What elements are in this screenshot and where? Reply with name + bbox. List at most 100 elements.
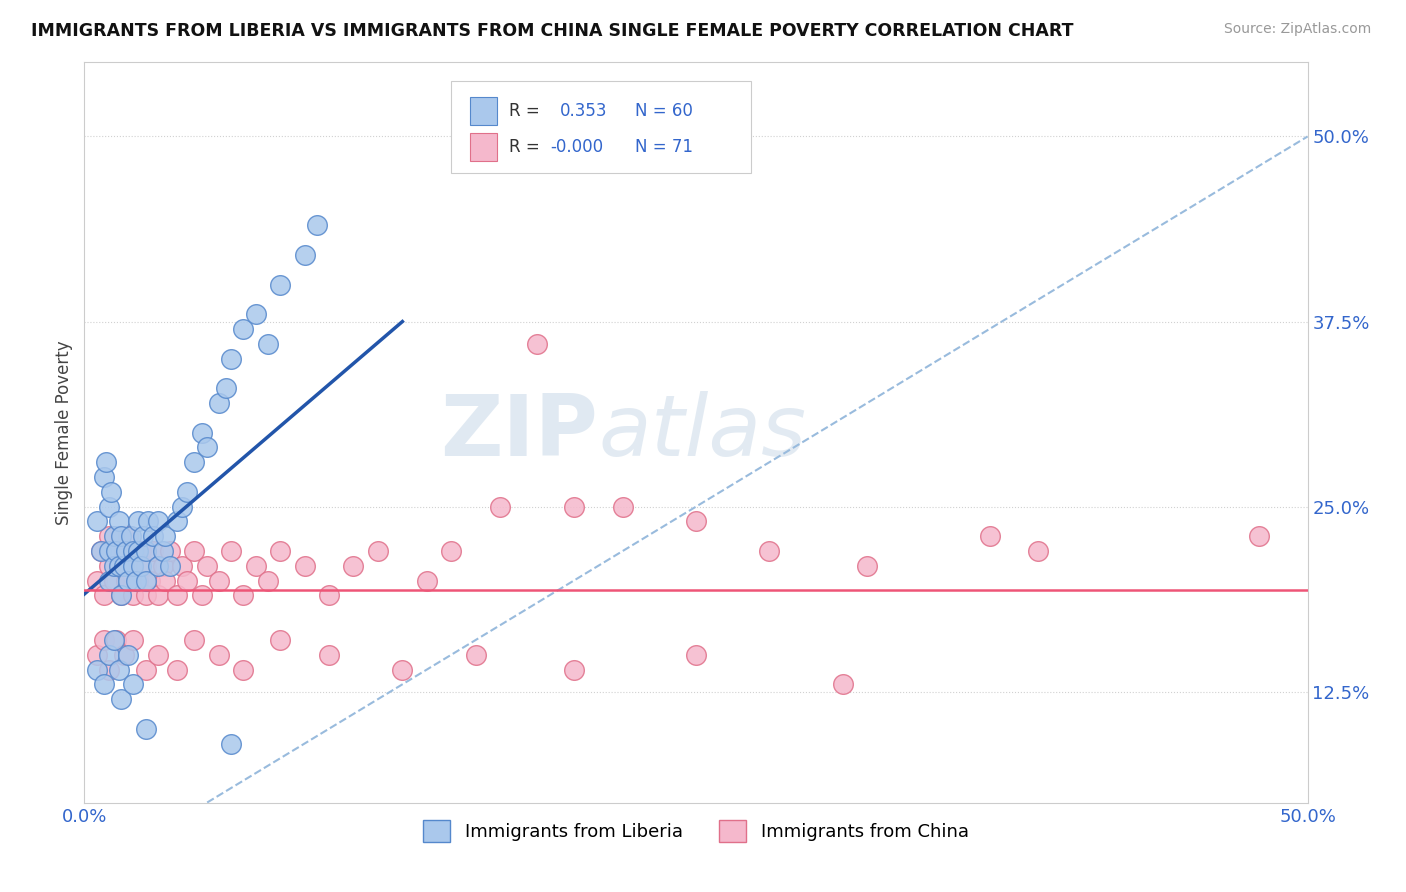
Point xyxy=(269,277,291,292)
Text: -0.000: -0.000 xyxy=(550,138,603,156)
Point xyxy=(562,500,585,514)
Point xyxy=(86,648,108,662)
Point xyxy=(97,558,120,573)
Point xyxy=(93,470,115,484)
Point xyxy=(112,544,135,558)
Point xyxy=(979,529,1001,543)
Point xyxy=(107,558,129,573)
Point xyxy=(125,574,148,588)
Point xyxy=(685,648,707,662)
Point xyxy=(342,558,364,573)
Point xyxy=(166,515,188,529)
Text: atlas: atlas xyxy=(598,391,806,475)
Point xyxy=(110,589,132,603)
Point xyxy=(97,544,120,558)
Point xyxy=(135,722,157,736)
Point xyxy=(93,632,115,647)
Point xyxy=(269,544,291,558)
FancyBboxPatch shape xyxy=(451,81,751,173)
Point xyxy=(142,544,165,558)
Point xyxy=(153,529,176,543)
Point xyxy=(107,515,129,529)
Point xyxy=(127,515,149,529)
Point xyxy=(612,500,634,514)
Point xyxy=(135,558,157,573)
Y-axis label: Single Female Poverty: Single Female Poverty xyxy=(55,341,73,524)
Text: R =: R = xyxy=(509,103,540,120)
Point xyxy=(208,648,231,662)
Point xyxy=(464,648,486,662)
Point xyxy=(152,558,174,573)
Legend: Immigrants from Liberia, Immigrants from China: Immigrants from Liberia, Immigrants from… xyxy=(416,813,976,849)
Point xyxy=(232,322,254,336)
Bar xyxy=(470,97,496,126)
Point xyxy=(110,692,132,706)
Point xyxy=(159,558,181,573)
Point xyxy=(142,529,165,543)
Text: N = 71: N = 71 xyxy=(636,138,693,156)
Point xyxy=(139,574,162,588)
Point xyxy=(183,632,205,647)
Text: Source: ZipAtlas.com: Source: ZipAtlas.com xyxy=(1223,22,1371,37)
Point xyxy=(105,632,128,647)
Point xyxy=(257,336,280,351)
Point xyxy=(103,632,125,647)
Point xyxy=(96,455,118,469)
Point xyxy=(129,544,152,558)
Point xyxy=(112,558,135,573)
Point xyxy=(122,558,145,573)
Point xyxy=(146,558,169,573)
Point xyxy=(305,219,328,233)
Point xyxy=(183,544,205,558)
Point xyxy=(86,574,108,588)
Point xyxy=(269,632,291,647)
Point xyxy=(122,677,145,691)
Point xyxy=(97,663,120,677)
Point xyxy=(391,663,413,677)
Point xyxy=(90,544,112,558)
Point xyxy=(120,529,142,543)
Point xyxy=(153,574,176,588)
Point xyxy=(318,648,340,662)
Point xyxy=(294,558,316,573)
Point xyxy=(122,632,145,647)
Point xyxy=(136,515,159,529)
Point xyxy=(86,515,108,529)
Point xyxy=(97,574,120,588)
Point xyxy=(191,425,214,440)
Point xyxy=(219,351,242,366)
Point xyxy=(440,544,463,558)
Point xyxy=(232,663,254,677)
Text: R =: R = xyxy=(509,138,540,156)
Point xyxy=(103,558,125,573)
Point xyxy=(117,574,139,588)
Point xyxy=(208,574,231,588)
Point xyxy=(122,558,145,573)
Point xyxy=(100,484,122,499)
Point xyxy=(115,574,138,588)
Point xyxy=(110,589,132,603)
Point xyxy=(117,529,139,543)
Point xyxy=(127,544,149,558)
Point xyxy=(93,677,115,691)
Point xyxy=(758,544,780,558)
Point xyxy=(172,558,194,573)
Point xyxy=(831,677,853,691)
Point xyxy=(152,544,174,558)
Point xyxy=(103,574,125,588)
Point xyxy=(122,544,145,558)
Point xyxy=(195,441,218,455)
Point xyxy=(103,529,125,543)
Point xyxy=(219,737,242,751)
Point xyxy=(122,589,145,603)
Point xyxy=(489,500,512,514)
Point xyxy=(318,589,340,603)
Point xyxy=(107,558,129,573)
Point xyxy=(215,381,238,395)
Point xyxy=(294,248,316,262)
Point xyxy=(562,663,585,677)
Point xyxy=(146,515,169,529)
Point xyxy=(112,648,135,662)
Point xyxy=(172,500,194,514)
Point xyxy=(129,558,152,573)
